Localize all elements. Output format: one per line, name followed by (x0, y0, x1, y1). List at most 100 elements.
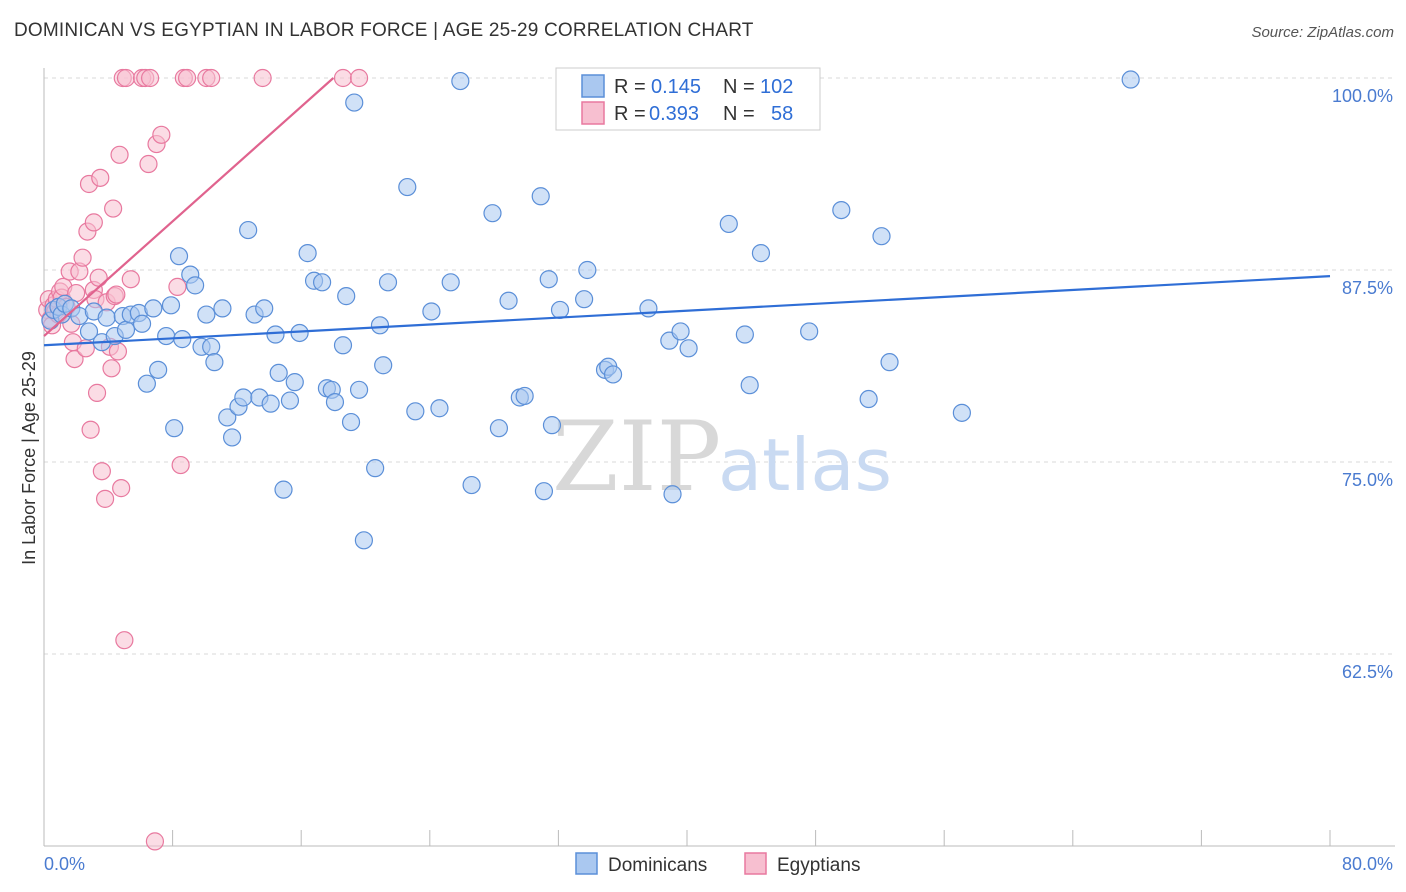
watermark-atlas: atlas (718, 423, 892, 507)
dominican-point (325, 392, 345, 412)
dominican-point (441, 273, 460, 292)
bottom-legend-swatch-egyptians (744, 852, 767, 875)
dominican-point (374, 356, 393, 375)
egyptian-point (73, 248, 92, 267)
egyptian-point (333, 68, 353, 88)
dominican-point (952, 403, 971, 422)
egyptian-point (104, 199, 123, 218)
egyptian-point (171, 455, 190, 475)
egyptian-point (102, 359, 121, 378)
dominican-point (165, 419, 184, 438)
dominican-point (205, 353, 224, 372)
dominican-point (832, 200, 851, 220)
egyptian-point (108, 342, 128, 361)
dominican-point (341, 412, 361, 432)
chart-title: DOMINICAN VS EGYPTIAN IN LABOR FORCE | A… (14, 20, 754, 41)
dominican-point (735, 325, 754, 344)
dominican-point (406, 402, 425, 421)
dominican-point (345, 93, 364, 112)
legend-swatch-dominicans (581, 74, 605, 98)
y-tick-label: 100.0% (1332, 86, 1393, 106)
egyptian-point (145, 832, 165, 851)
dominican-point (639, 299, 658, 318)
legend-box: R = 0.145 N = 102 R = 0.393 N = 58 (555, 67, 821, 131)
egyptian-point (253, 68, 272, 88)
source-label: Source: ZipAtlas.com (1251, 24, 1394, 41)
legend-n-label-egyptians: N = (723, 103, 755, 125)
dominican-point (312, 273, 332, 292)
dominican-point (603, 365, 623, 384)
dominican-point (333, 336, 353, 355)
egyptian-point (84, 213, 103, 232)
dominican-point (197, 305, 216, 324)
dominican-point (285, 373, 304, 392)
legend-r-value-dominicans: 0.145 (651, 76, 701, 98)
dominican-point (186, 276, 205, 295)
dominican-point (880, 353, 899, 372)
dominican-point (531, 187, 550, 206)
bottom-legend-label-egyptians: Egyptians (777, 855, 860, 876)
dominican-point (202, 337, 221, 356)
bottom-legend: Dominicans Egyptians (575, 852, 860, 876)
dominican-point (370, 316, 390, 335)
dominican-point (137, 374, 156, 393)
dominican-point (366, 459, 385, 478)
dominican-point (261, 394, 280, 413)
legend-n-value-dominicans: 102 (760, 76, 793, 98)
dominican-point (349, 380, 369, 399)
legend-swatch-egyptians (581, 101, 605, 125)
watermark: ZIP atlas (552, 401, 892, 513)
dominican-point (499, 291, 518, 310)
dominican-point (575, 290, 594, 309)
egyptian-point (349, 68, 369, 88)
egyptian-trend-line (43, 77, 335, 337)
dominican-point (269, 363, 288, 383)
egyptian-point (115, 631, 134, 650)
dominican-point (430, 399, 449, 418)
dominican-point (542, 416, 562, 435)
legend-r-label-egyptians: R = (614, 103, 646, 125)
dominican-point (483, 204, 502, 223)
dominican-trend-line (43, 275, 1331, 347)
egyptian-point (121, 270, 140, 289)
y-tick-label: 62.5% (1342, 662, 1393, 682)
dominican-point (1121, 70, 1140, 89)
dominican-point (378, 273, 398, 292)
dominican-point (274, 480, 293, 499)
legend-r-value-egyptians: 0.393 (649, 103, 699, 125)
dominican-point (550, 300, 570, 320)
dominican-point (79, 322, 99, 341)
dominican-point (234, 388, 253, 407)
axes-layer (43, 68, 1395, 847)
dominican-point (679, 339, 698, 358)
dominican-point (539, 270, 558, 289)
dominican-point (161, 296, 181, 315)
dominican-point (213, 299, 232, 318)
dominican-point (740, 376, 759, 395)
dominican-point (298, 244, 317, 263)
bottom-legend-swatch-dominicans (575, 852, 598, 875)
dominican-point (663, 485, 682, 504)
egyptian-point (81, 420, 100, 439)
dominican-point (97, 308, 116, 327)
egyptian-point (112, 479, 131, 498)
egyptian-point (95, 489, 115, 508)
egyptian-point (87, 383, 107, 402)
egyptian-point (92, 462, 111, 481)
legend-n-label-dominicans: N = (723, 76, 755, 98)
y-tick-label: 87.5% (1342, 278, 1393, 298)
grid-layer (44, 77, 1395, 655)
dominican-point (290, 323, 309, 343)
egyptian-point (177, 68, 197, 88)
dominican-point (239, 220, 258, 240)
ticks-layer: 62.5% 75.0% 87.5% 100.0% 0.0% 80.0% (44, 86, 1393, 874)
dominican-point (255, 299, 274, 318)
dominican-point (149, 360, 168, 379)
dominican-point (157, 326, 176, 346)
egyptian-point (202, 68, 221, 88)
egyptian-point (152, 125, 171, 144)
dominican-point (218, 408, 237, 427)
legend-r-label-dominicans: R = (614, 76, 646, 98)
dominican-point (462, 475, 481, 495)
egyptian-point (110, 145, 129, 164)
